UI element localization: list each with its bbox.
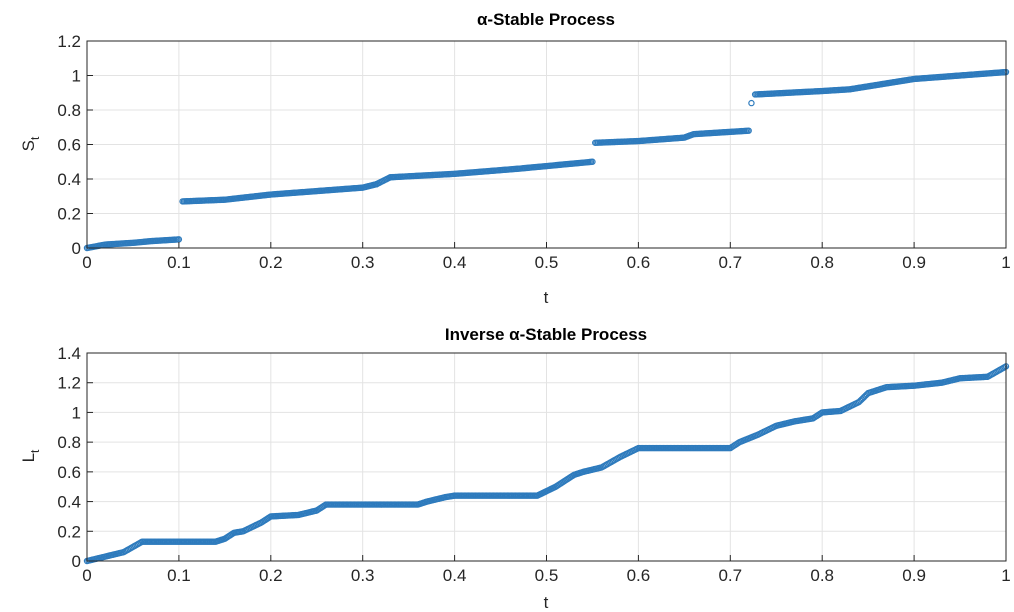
x-axis-label: t — [544, 593, 549, 612]
data-point — [175, 236, 183, 243]
x-tick-label: 0.5 — [535, 566, 559, 585]
y-tick-label: 1.4 — [57, 344, 81, 363]
y-axis-label-subscript: t — [28, 136, 42, 140]
y-tick-label: 0.8 — [57, 101, 81, 120]
x-tick-label: 0.7 — [718, 566, 742, 585]
y-tick-label: 1 — [72, 67, 81, 86]
x-tick-label: 0.4 — [443, 253, 467, 272]
y-tick-label: 0.8 — [57, 433, 81, 452]
data-point — [745, 127, 752, 134]
chart-title: α-Stable Process — [477, 10, 615, 29]
x-tick-label: 0.6 — [627, 253, 651, 272]
y-axis-label-subscript: t — [28, 449, 42, 453]
y-tick-label: 0.2 — [57, 205, 81, 224]
data-point — [589, 158, 596, 165]
x-tick-label: 0.1 — [167, 566, 191, 585]
x-tick-label: 1 — [1001, 253, 1010, 272]
data-point — [748, 99, 755, 107]
x-tick-label: 0 — [82, 253, 91, 272]
x-tick-label: 0.9 — [902, 566, 926, 585]
x-tick-label: 0.6 — [627, 566, 651, 585]
y-tick-label: 1 — [72, 403, 81, 422]
y-tick-label: 1.2 — [57, 374, 81, 393]
y-axis-label-main: S — [19, 140, 38, 151]
x-tick-label: 0.3 — [351, 253, 375, 272]
x-tick-label: 0.2 — [259, 566, 283, 585]
inverse-alpha-stable-process-chart: Inverse α-Stable Process 0 0.1 0.2 0.3 0.4 0.… — [19, 325, 1011, 612]
data-points — [83, 68, 1010, 252]
y-tick-label: 0.6 — [57, 463, 81, 482]
x-tick-label: 0.8 — [810, 253, 834, 272]
x-tick-label: 0.5 — [535, 253, 559, 272]
x-tick-label: 0.2 — [259, 253, 283, 272]
y-tick-label: 0.6 — [57, 136, 81, 155]
y-tick-label: 0 — [72, 552, 81, 571]
x-tick-label: 0.7 — [718, 253, 742, 272]
x-tick-label: 1 — [1001, 566, 1010, 585]
data-points — [83, 363, 1010, 565]
alpha-stable-process-chart: α-Stable Process 0 0.1 0.2 0.3 0.4 0.5 0.6 0.7 0… — [19, 10, 1011, 307]
x-tick-label: 0.9 — [902, 253, 926, 272]
ticks: 0 0.1 0.2 0.3 0.4 0.5 0.6 0.7 0.8 0.9 1 0 0.2 0.4 0.6 0… — [57, 32, 1010, 272]
chart-title: Inverse α-Stable Process — [445, 325, 647, 344]
y-axis-label: St — [19, 136, 42, 151]
x-tick-label: 0.8 — [810, 566, 834, 585]
y-axis-label: Lt — [19, 449, 42, 462]
x-axis-label: t — [544, 288, 549, 307]
y-tick-label: 0.4 — [57, 170, 81, 189]
y-axis-label-main: L — [19, 453, 38, 462]
y-tick-label: 0.2 — [57, 522, 81, 541]
y-tick-label: 1.2 — [57, 32, 81, 51]
x-tick-label: 0 — [82, 566, 91, 585]
y-tick-label: 0 — [72, 239, 81, 258]
x-tick-label: 0.1 — [167, 253, 191, 272]
y-tick-label: 0.4 — [57, 493, 81, 512]
x-tick-label: 0.4 — [443, 566, 467, 585]
ticks: 0 0.1 0.2 0.3 0.4 0.5 0.6 0.7 0.8 0.9 1 0 0.2 0.4 0.6 0… — [57, 344, 1010, 585]
x-tick-label: 0.3 — [351, 566, 375, 585]
